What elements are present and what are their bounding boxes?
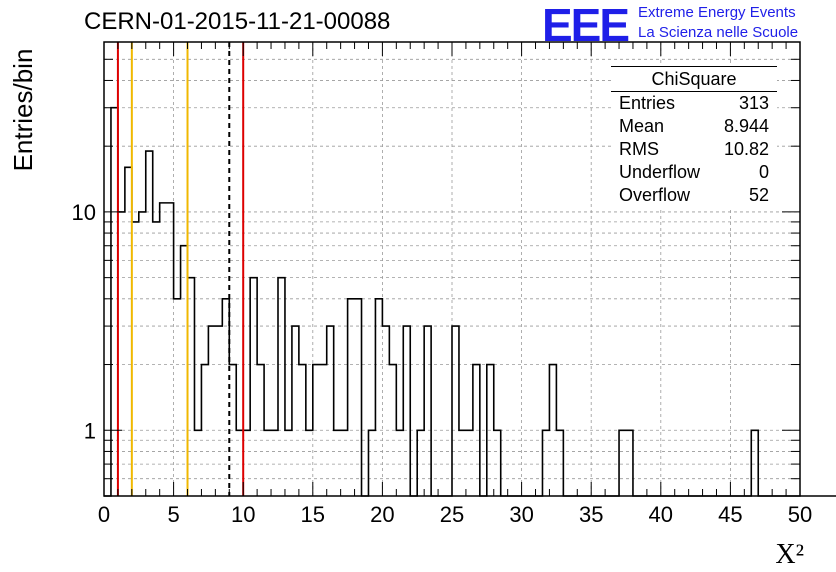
x-tick-label: 45 (718, 502, 742, 527)
stats-value: 313 (738, 93, 769, 113)
x-tick-label: 15 (301, 502, 325, 527)
histogram-bin (424, 326, 431, 496)
tick-labels: 0 5 10 15 20 25 30 35 40 45 50 1 10 (72, 200, 813, 527)
histogram-bin (111, 108, 118, 496)
x-tick-label: 5 (167, 502, 179, 527)
histogram-bin (118, 212, 125, 496)
stats-row-mean: Mean 8.944 (619, 116, 769, 139)
stats-label: RMS (619, 139, 659, 159)
stats-value: 10.82 (723, 139, 769, 159)
histogram-bin (139, 212, 146, 496)
histogram-bin (188, 278, 195, 496)
reference-lines (116, 42, 245, 496)
logo-line-2: La Scienza nelle Scuole (638, 24, 799, 41)
stats-value: 0 (758, 162, 769, 182)
histogram-bin (174, 299, 181, 496)
histogram-bin (375, 299, 382, 496)
histogram-bin (222, 299, 229, 496)
histogram-bin (292, 326, 299, 496)
histogram-bin (181, 246, 188, 496)
histogram-bin (403, 326, 410, 496)
histogram-bin (208, 326, 215, 496)
x-tick-label: 40 (649, 502, 673, 527)
stats-row-entries: Entries 313 (619, 93, 769, 116)
histogram-bin (125, 167, 132, 496)
histogram-bin (146, 151, 153, 496)
stats-label: Underflow (619, 162, 701, 182)
stats-box: ChiSquare Entries 313 Mean 8.944 RMS 10.… (611, 66, 777, 209)
stats-divider (611, 91, 777, 92)
stats-row-overflow: Overflow 52 (619, 185, 769, 208)
x-tick-label: 50 (788, 502, 812, 527)
stats-row-rms: RMS 10.82 (619, 139, 769, 162)
stats-title: ChiSquare (651, 69, 737, 89)
histogram-bin (278, 278, 285, 496)
stats-label: Mean (619, 116, 665, 136)
y-tick-label: 10 (72, 200, 96, 225)
histogram-bin (355, 299, 362, 496)
histogram-bin (215, 326, 222, 496)
run-title: CERN-01-2015-11-21-00088 (84, 8, 391, 35)
histogram-bin (132, 222, 139, 496)
histogram-bin (452, 326, 459, 496)
x-tick-label: 30 (509, 502, 533, 527)
stats-value: 52 (748, 185, 769, 205)
plot-frame (103, 41, 801, 497)
x-axis-label: X² (775, 539, 804, 570)
eee-logo: EEE (542, 0, 630, 51)
x-tick-label: 20 (370, 502, 394, 527)
stats-label: Overflow (619, 185, 691, 205)
y-axis-label: Entries/bin (8, 49, 38, 172)
histogram-bin (348, 299, 355, 496)
stats-row-underflow: Underflow 0 (619, 162, 769, 185)
y-tick-label: 1 (84, 418, 96, 443)
histogram-bin (160, 203, 167, 496)
logo-line-1: Extreme Energy Events (638, 4, 796, 21)
x-tick-label: 0 (98, 502, 110, 527)
histogram-bin (327, 326, 334, 496)
stats-value: 8.944 (723, 116, 769, 136)
x-tick-label: 10 (231, 502, 255, 527)
histogram-bin (382, 326, 389, 496)
x-tick-label: 25 (440, 502, 464, 527)
histogram-bin (167, 203, 174, 496)
x-tick-label: 35 (579, 502, 603, 527)
histogram-bin (153, 222, 160, 496)
stats-label: Entries (619, 93, 676, 113)
histogram-bin (250, 278, 257, 496)
